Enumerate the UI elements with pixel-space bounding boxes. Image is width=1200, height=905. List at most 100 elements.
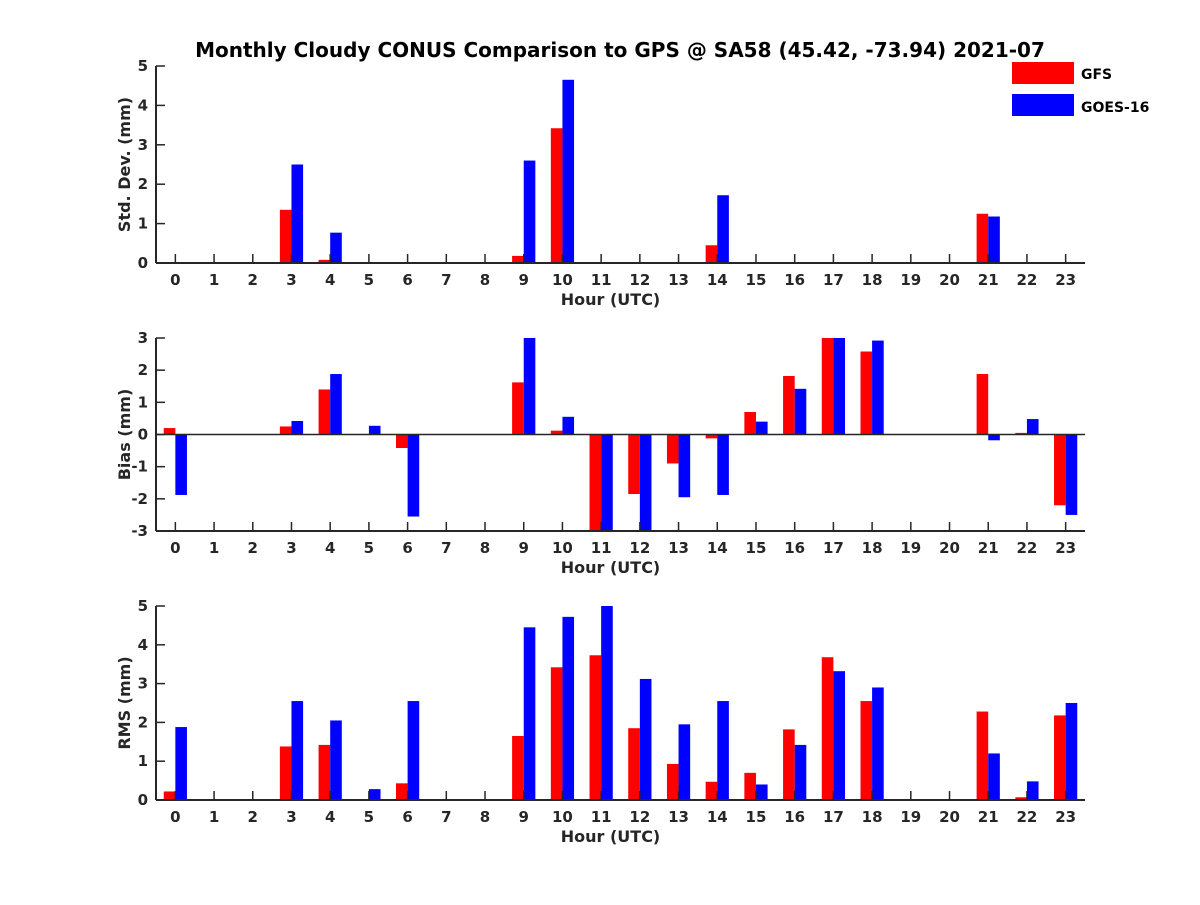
bar-rms-goes16-14 [717, 701, 729, 800]
bar-rms-goes16-11 [601, 606, 613, 800]
x-tick-label-bias: 19 [900, 539, 921, 557]
bar-bias-gfs-23 [1054, 434, 1066, 506]
bar-rms-gfs-9 [512, 735, 524, 800]
x-tick-label-rms: 17 [823, 808, 844, 826]
y-tick-label-std: 4 [138, 96, 148, 114]
y-tick-label-bias: -3 [131, 522, 148, 540]
x-tick-label-rms: 0 [170, 808, 180, 826]
y-axis-label-std: Std. Dev. (mm) [115, 97, 134, 232]
x-tick-label-std: 2 [248, 271, 258, 289]
x-tick-label-std: 15 [746, 271, 767, 289]
bar-rms-gfs-0 [163, 791, 176, 800]
x-tick-label-bias: 10 [552, 539, 573, 557]
bar-rms-gfs-22 [1015, 797, 1027, 800]
bar-std-gfs-4 [318, 259, 331, 263]
x-tick-label-std: 9 [519, 271, 529, 289]
legend-label-gfs: GFS [1081, 67, 1112, 83]
x-axis-label-bias: Hour (UTC) [561, 558, 661, 577]
bar-rms-gfs-11 [589, 655, 602, 800]
x-tick-label-bias: 4 [325, 539, 335, 557]
bar-rms-goes16-23 [1065, 703, 1078, 800]
bar-std-gfs-9 [512, 255, 524, 263]
bar-std-goes16-3 [291, 164, 304, 263]
x-tick-label-bias: 5 [364, 539, 374, 557]
bar-bias-goes16-6 [407, 434, 420, 517]
x-tick-label-rms: 16 [784, 808, 805, 826]
x-tick-label-std: 8 [480, 271, 490, 289]
bar-rms-goes16-9 [523, 627, 536, 800]
bar-bias-goes16-10 [562, 416, 575, 435]
bar-bias-goes16-13 [678, 434, 691, 498]
bar-bias-gfs-11 [589, 434, 602, 531]
y-tick-label-std: 0 [138, 254, 148, 272]
x-tick-label-std: 21 [978, 271, 999, 289]
bar-bias-gfs-12 [628, 434, 640, 495]
x-tick-label-bias: 14 [707, 539, 728, 557]
x-tick-label-std: 11 [591, 271, 612, 289]
x-tick-label-std: 16 [784, 271, 805, 289]
bar-bias-gfs-4 [318, 389, 331, 435]
bar-bias-goes16-21 [988, 434, 1000, 441]
bar-bias-goes16-22 [1026, 419, 1039, 435]
x-tick-label-std: 0 [170, 271, 180, 289]
bar-rms-goes16-18 [872, 687, 884, 800]
x-tick-label-bias: 9 [519, 539, 529, 557]
bar-rms-goes16-17 [833, 671, 846, 800]
y-tick-label-rms: 5 [138, 597, 148, 615]
x-tick-label-rms: 13 [668, 808, 689, 826]
bar-std-goes16-4 [330, 232, 342, 263]
y-tick-label-bias: 1 [138, 393, 148, 411]
y-tick-label-rms: 1 [138, 752, 148, 770]
y-tick-label-std: 1 [138, 215, 148, 233]
x-tick-label-bias: 17 [823, 539, 844, 557]
bar-bias-gfs-10 [550, 430, 563, 435]
bar-bias-gfs-21 [976, 374, 989, 435]
x-axis-label-rms: Hour (UTC) [561, 827, 661, 846]
bar-bias-goes16-14 [717, 434, 729, 495]
y-tick-label-bias: 3 [138, 329, 148, 347]
bar-rms-gfs-15 [744, 772, 756, 800]
bar-rms-gfs-17 [821, 657, 834, 800]
bar-bias-gfs-13 [666, 434, 679, 464]
x-tick-label-rms: 9 [519, 808, 529, 826]
x-tick-label-std: 14 [707, 271, 728, 289]
x-tick-label-std: 1 [209, 271, 219, 289]
bar-rms-gfs-23 [1054, 715, 1066, 800]
x-tick-label-bias: 2 [248, 539, 258, 557]
x-tick-label-rms: 2 [248, 808, 258, 826]
y-tick-label-rms: 3 [138, 675, 148, 693]
x-tick-label-rms: 1 [209, 808, 219, 826]
x-tick-label-std: 18 [862, 271, 883, 289]
bar-bias-gfs-9 [512, 382, 524, 435]
x-tick-label-bias: 18 [862, 539, 883, 557]
x-tick-label-bias: 20 [939, 539, 960, 557]
bar-bias-goes16-12 [639, 434, 652, 531]
bar-bias-gfs-3 [279, 426, 292, 435]
x-tick-label-std: 7 [441, 271, 451, 289]
bar-bias-gfs-16 [783, 375, 795, 435]
x-tick-label-rms: 10 [552, 808, 573, 826]
bar-rms-gfs-18 [860, 701, 873, 800]
x-tick-label-rms: 19 [900, 808, 921, 826]
x-tick-label-rms: 15 [746, 808, 767, 826]
x-tick-label-bias: 11 [591, 539, 612, 557]
x-tick-label-rms: 18 [862, 808, 883, 826]
bar-bias-goes16-17 [833, 338, 846, 435]
bar-rms-gfs-3 [279, 746, 292, 800]
bar-rms-gfs-10 [550, 667, 563, 800]
x-tick-label-bias: 8 [480, 539, 490, 557]
bar-rms-goes16-13 [678, 724, 691, 800]
bar-std-goes16-21 [988, 216, 1000, 263]
x-tick-label-bias: 15 [746, 539, 767, 557]
bar-std-goes16-14 [717, 195, 729, 263]
x-tick-label-rms: 7 [441, 808, 451, 826]
bar-rms-goes16-3 [291, 701, 304, 800]
bar-bias-gfs-17 [821, 338, 834, 435]
bar-bias-gfs-15 [744, 411, 756, 435]
y-tick-label-bias: 2 [138, 361, 148, 379]
bar-bias-goes16-3 [291, 420, 304, 435]
x-tick-label-rms: 12 [629, 808, 650, 826]
y-axis-label-rms: RMS (mm) [115, 656, 134, 749]
x-tick-label-std: 3 [286, 271, 296, 289]
